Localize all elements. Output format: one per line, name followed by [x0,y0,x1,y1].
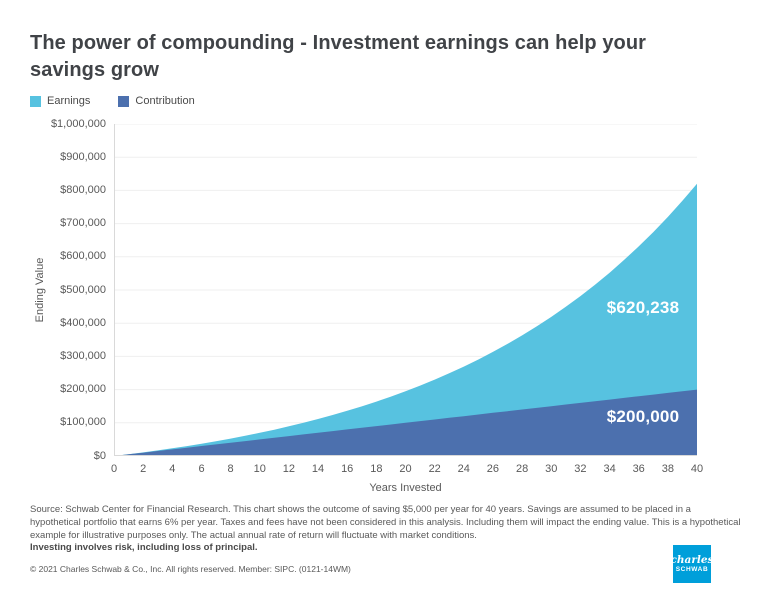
contribution-data-label: $200,000 [606,407,680,426]
y-tick-label: $1,000,000 [50,117,106,130]
y-tick-label: $800,000 [60,183,106,196]
source-text: Source: Schwab Center for Financial Rese… [30,504,741,541]
legend-item-contribution: Contribution [118,95,195,107]
schwab-logo: charles SCHWAB [670,545,714,583]
x-axis-title: Years Invested [369,482,442,494]
legend-label-earnings: Earnings [47,95,91,107]
x-tick-label: 24 [457,463,470,475]
legend: Earnings Contribution [30,95,195,107]
schwab-logo-charles-text: charles [670,553,714,566]
x-tick-label: 16 [341,463,354,475]
x-tick-label: 4 [169,463,176,475]
earnings-swatch-icon [30,95,41,107]
x-tick-label: 12 [282,463,296,475]
y-tick-label: $600,000 [60,250,106,263]
y-tick-label: $100,000 [60,416,106,429]
x-tick-label: 2 [140,463,147,475]
x-tick-label: 40 [690,463,704,475]
chart-title: The power of compounding - Investment ea… [30,32,647,81]
y-tick-label: $300,000 [60,349,106,362]
source-note: Source: Schwab Center for Financial Rese… [30,504,744,555]
x-tick-label: 8 [227,463,234,475]
contribution-swatch-icon [118,95,130,107]
x-tick-label: 38 [661,463,675,475]
copyright: © 2021 Charles Schwab & Co., Inc. All ri… [30,564,351,574]
y-tick-label: $400,000 [60,316,106,329]
x-tick-label: 36 [632,463,645,475]
x-tick-label: 22 [428,463,441,475]
x-tick-label: 14 [311,463,325,475]
y-tick-label: $200,000 [60,383,106,396]
risk-disclaimer: Investing involves risk, including loss … [30,542,258,554]
schwab-logo-schwab-text: SCHWAB [675,565,709,573]
x-tick-label: 28 [515,463,529,475]
x-tick-label: 26 [486,463,500,475]
y-tick-label: $500,000 [60,283,106,296]
x-axis-tick-labels: 0 2 4 6 8 10 12 14 16 18 20 22 24 26 28 30 32 34 36 38 40 [110,463,703,477]
y-tick-label: $700,000 [60,217,106,230]
x-tick-label: 20 [399,463,412,475]
x-tick-label: 30 [545,463,558,475]
x-tick-label: 18 [370,463,383,475]
x-tick-label: 32 [574,463,587,475]
x-tick-label: 34 [603,463,616,475]
stacked-area-plot [114,124,697,456]
y-tick-label: $900,000 [60,150,106,163]
x-tick-label: 10 [253,463,266,475]
earnings-data-label: $620,238 [606,298,680,317]
x-tick-label: 6 [198,463,205,475]
legend-label-contribution: Contribution [135,95,195,107]
x-tick-label: 0 [110,463,118,475]
y-axis-tick-labels: $0 $100,000 $200,000 $300,000 $400,000 $500,0… [28,118,106,462]
legend-item-earnings: Earnings [30,95,90,107]
y-tick-label: $0 [93,449,106,462]
